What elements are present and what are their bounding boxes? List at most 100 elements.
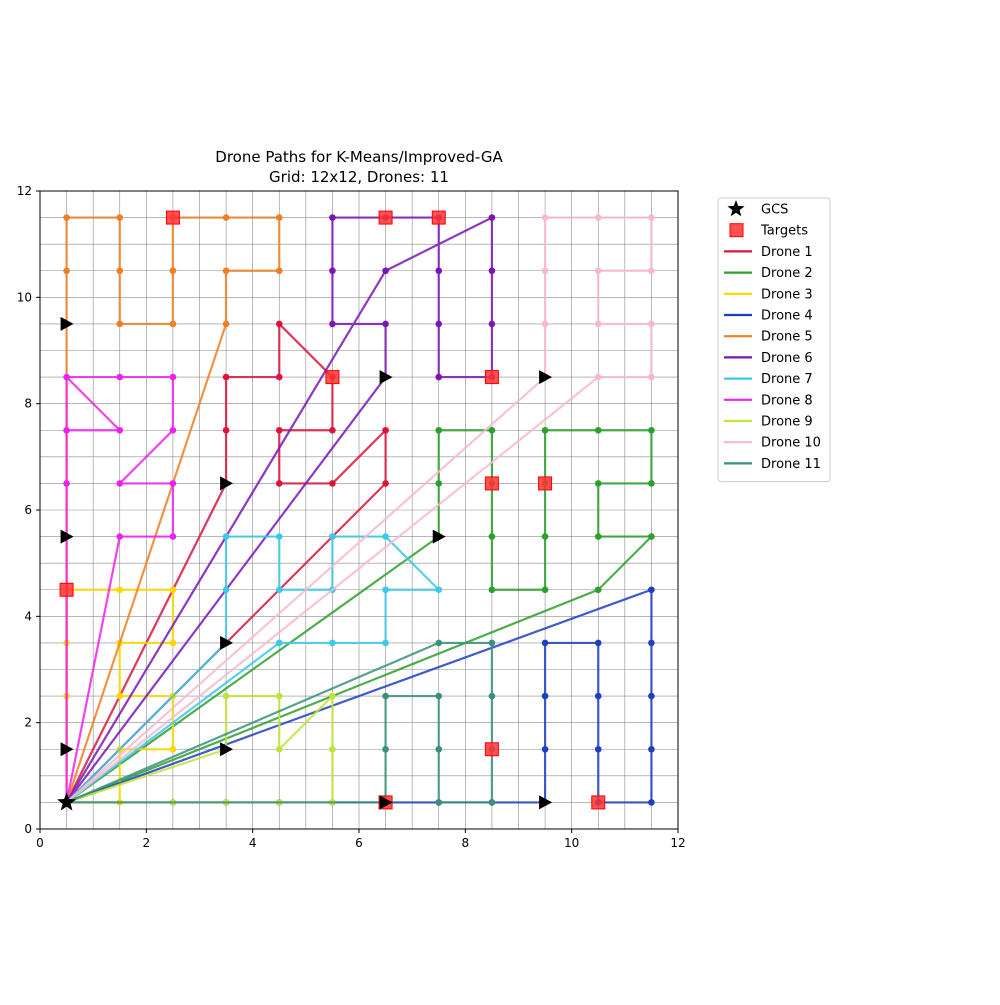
target-marker <box>59 582 74 597</box>
waypoint-marker <box>594 745 602 753</box>
legend-gcs-label: GCS <box>761 203 788 218</box>
waypoint-marker <box>541 639 549 647</box>
waypoint-marker <box>382 745 389 753</box>
waypoint-marker <box>63 373 70 381</box>
x-tick-label: 0 <box>36 836 44 850</box>
waypoint-marker <box>541 533 549 540</box>
waypoint-marker <box>488 692 496 700</box>
waypoint-marker <box>116 586 124 594</box>
ticks-layer: 0 2 4 6 8 10 12 0 2 4 6 8 10 12 <box>17 184 686 850</box>
legend-label-drone-10: Drone 10 <box>761 436 821 451</box>
waypoint-marker <box>275 639 283 647</box>
waypoint-marker <box>594 533 602 540</box>
waypoint-marker <box>275 426 283 434</box>
x-tick-label: 2 <box>143 836 151 850</box>
waypoint-marker <box>488 533 496 540</box>
waypoint-marker <box>648 320 655 328</box>
target-marker <box>378 210 393 225</box>
legend-label-drone-1: Drone 1 <box>761 245 813 260</box>
waypoint-marker <box>116 320 124 328</box>
target-marker <box>165 210 180 225</box>
series-line <box>65 429 653 804</box>
waypoint-marker <box>63 267 70 275</box>
waypoint-marker <box>329 639 336 647</box>
waypoint-marker <box>222 586 230 594</box>
start-arrow-marker <box>539 370 553 385</box>
waypoint-marker <box>329 480 336 487</box>
waypoint-marker <box>435 373 443 381</box>
series-drone-10 <box>65 214 655 804</box>
waypoint-marker <box>648 214 655 221</box>
y-tick-label: 8 <box>24 397 32 411</box>
waypoint-marker <box>435 267 443 275</box>
target-marker <box>538 476 553 491</box>
waypoint-marker <box>63 214 70 221</box>
waypoint-marker <box>169 320 177 328</box>
start-arrow-marker <box>432 529 446 544</box>
waypoint-marker <box>222 692 230 700</box>
legend-label-drone-4: Drone 4 <box>761 309 813 324</box>
waypoint-marker <box>648 533 655 540</box>
start-arrow-marker <box>60 529 74 544</box>
waypoint-marker <box>222 214 230 221</box>
legend-label-drone-9: Drone 9 <box>761 415 813 430</box>
y-tick-label: 10 <box>17 290 32 304</box>
waypoint-marker <box>116 214 124 221</box>
waypoint-marker <box>222 426 230 434</box>
target-marker <box>484 370 499 385</box>
waypoint-marker <box>382 320 389 328</box>
start-arrow-marker <box>220 476 234 491</box>
waypoint-marker <box>594 214 602 221</box>
waypoint-marker <box>275 533 283 540</box>
waypoint-marker <box>169 639 177 647</box>
waypoint-marker <box>382 533 389 540</box>
start-arrow-marker <box>220 635 234 650</box>
x-tick-label: 6 <box>355 836 363 850</box>
waypoint-marker <box>169 373 177 381</box>
series-drone-6 <box>65 214 496 804</box>
waypoint-marker <box>63 426 70 434</box>
waypoint-marker <box>275 480 283 487</box>
y-tick-label: 2 <box>24 716 32 730</box>
waypoint-marker <box>382 267 389 275</box>
legend-label-drone-5: Drone 5 <box>761 330 813 345</box>
waypoint-marker <box>329 320 336 328</box>
gcs-star-marker <box>57 792 77 811</box>
x-tick-label: 8 <box>462 836 470 850</box>
waypoint-marker <box>648 745 655 753</box>
waypoint-marker <box>382 639 389 647</box>
waypoint-marker <box>488 799 496 806</box>
y-tick-label: 12 <box>17 184 32 198</box>
legend-gcs-marker <box>727 200 745 217</box>
waypoint-marker <box>594 480 602 487</box>
waypoint-marker <box>541 267 549 275</box>
waypoint-marker <box>648 586 655 594</box>
start-arrow-marker <box>539 795 553 810</box>
waypoint-marker <box>169 586 177 594</box>
waypoint-marker <box>329 533 336 540</box>
waypoint-marker <box>116 267 124 275</box>
legend-layer: GCS Targets Drone 1 Drone 2 Drone 3 Drone 4 Dr… <box>717 197 831 483</box>
waypoint-marker <box>435 745 443 753</box>
series-drone-5 <box>63 214 283 803</box>
gcs-layer <box>57 792 77 811</box>
y-tick-label: 6 <box>24 503 32 517</box>
waypoint-marker <box>594 373 602 381</box>
legend-label-drone-7: Drone 7 <box>761 372 813 387</box>
waypoint-marker <box>488 214 496 221</box>
x-tick-label: 10 <box>564 836 579 850</box>
waypoint-marker <box>275 373 283 381</box>
waypoint-marker <box>541 692 549 700</box>
waypoint-marker <box>435 692 443 700</box>
waypoint-marker <box>63 480 70 487</box>
legend-targets-label: Targets <box>760 224 808 239</box>
series-line <box>65 216 281 803</box>
waypoint-marker <box>116 533 124 540</box>
waypoint-marker <box>169 267 177 275</box>
waypoint-marker <box>116 426 124 434</box>
waypoint-marker <box>329 426 336 434</box>
waypoint-marker <box>541 320 549 328</box>
waypoint-marker <box>222 267 230 275</box>
x-tick-label: 4 <box>249 836 257 850</box>
